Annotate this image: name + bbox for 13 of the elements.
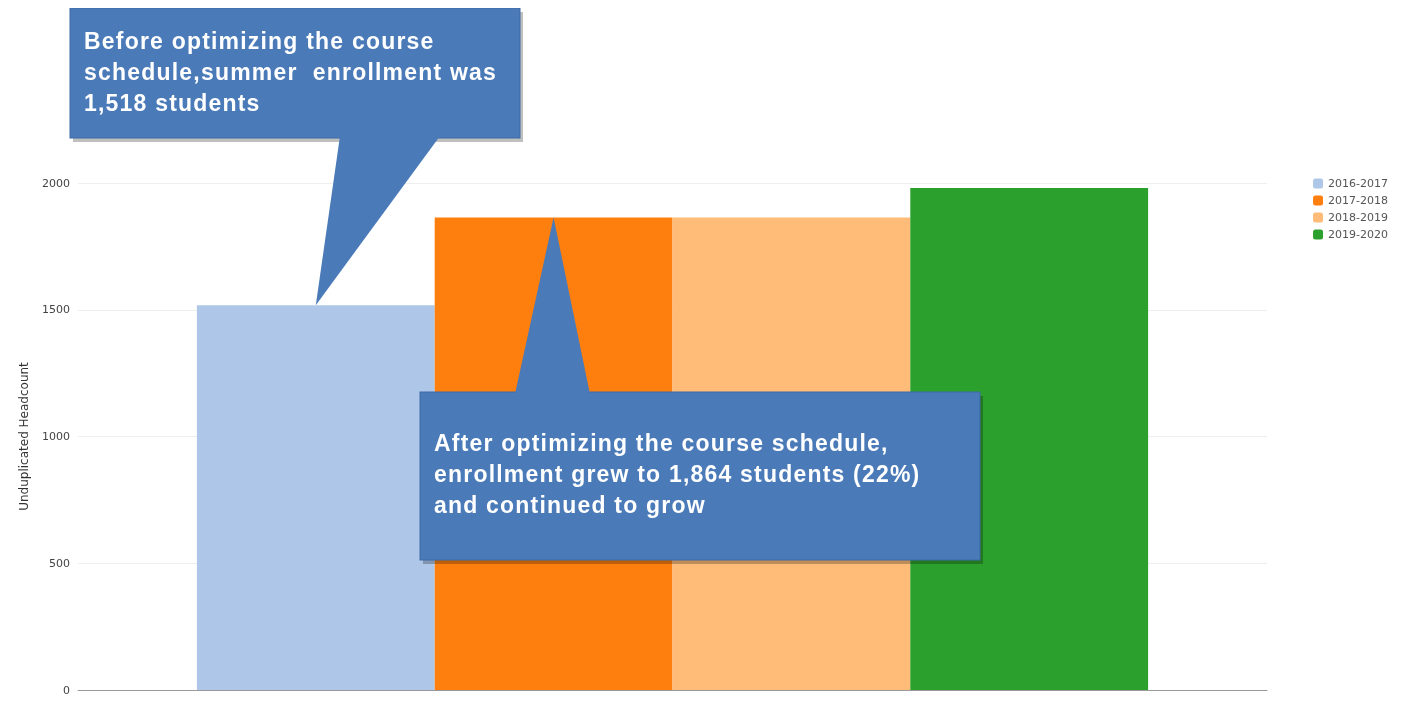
y-tick-label: 1500 xyxy=(42,303,70,317)
legend-label: 2016-2017 xyxy=(1328,177,1389,190)
legend-label: 2017-2018 xyxy=(1328,194,1389,207)
y-tick-label: 500 xyxy=(49,556,70,570)
callout: After optimizing the course schedule, enrollment grew to 1,864 students (22%) and continued to grow xyxy=(419,217,983,564)
legend-label: 2018-2019 xyxy=(1328,211,1389,224)
callout: Before optimizing the course schedule,summer enrollment was 1,518 students xyxy=(69,8,523,306)
y-tick-label: 0 xyxy=(63,683,70,697)
y-tick-label: 2000 xyxy=(42,176,70,190)
legend-label: 2019-2020 xyxy=(1328,228,1389,241)
y-tick-label: 1000 xyxy=(42,430,70,443)
y-axis-title: Unduplicated Headcount xyxy=(17,361,31,511)
annotation: After optimizing the course schedule, enrollment grew to 1,864 students (22%) and continued to grow xyxy=(420,392,980,560)
